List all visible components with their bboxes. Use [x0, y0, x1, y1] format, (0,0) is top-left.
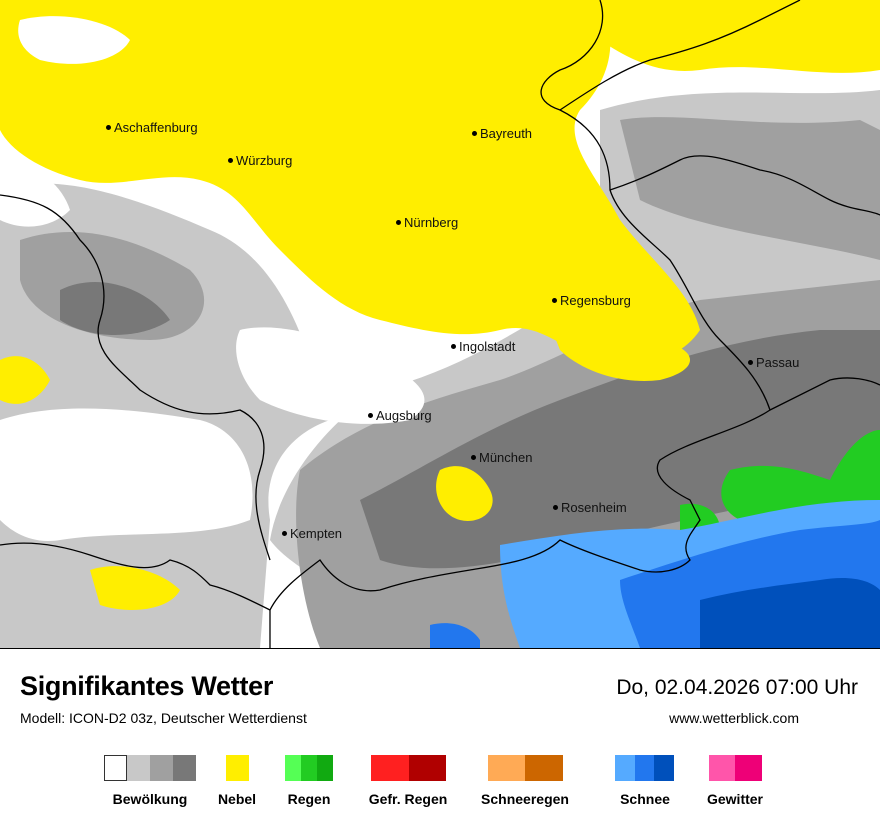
legend-swatch — [615, 755, 635, 781]
legend-swatches — [371, 755, 446, 781]
city-dot — [106, 125, 111, 131]
city-label: Regensburg — [552, 294, 631, 308]
city-label: Nürnberg — [396, 216, 458, 230]
city-dot — [552, 298, 557, 304]
legend-item-bewoelkung: Bewölkung — [104, 755, 196, 807]
legend-swatch — [173, 755, 196, 781]
legend-item-gewitter: Gewitter — [707, 755, 763, 807]
legend-swatches — [488, 755, 563, 781]
city-label: Rosenheim — [553, 501, 627, 515]
website-link[interactable]: www.wetterblick.com — [669, 710, 799, 726]
legend-swatch — [127, 755, 150, 781]
city-dot — [282, 531, 287, 537]
legend-swatch — [301, 755, 317, 781]
weather-map: Aschaffenburg Würzburg Bayreuth Nürnberg… — [0, 0, 880, 649]
city-label: Kempten — [282, 527, 342, 541]
legend-item-gefr-regen: Gefr. Regen — [369, 755, 447, 807]
forecast-datetime: Do, 02.04.2026 07:00 Uhr — [616, 676, 858, 699]
legend-label: Schneeregen — [481, 791, 569, 807]
legend-item-schnee: Schnee — [615, 755, 674, 807]
model-source: Modell: ICON-D2 03z, Deutscher Wetterdie… — [20, 710, 307, 726]
legend-swatch — [150, 755, 173, 781]
city-dot — [471, 455, 476, 461]
city-label: Ingolstadt — [451, 340, 515, 354]
city-dot — [451, 344, 456, 350]
legend-item-nebel: Nebel — [218, 755, 256, 807]
legend-swatch — [226, 755, 249, 781]
legend-swatches — [104, 755, 196, 781]
city-dot — [748, 360, 753, 366]
city-dot — [472, 131, 477, 137]
legend-swatch — [488, 755, 525, 781]
city-dot — [228, 158, 233, 164]
city-label: Augsburg — [368, 409, 432, 423]
legend-label: Gefr. Regen — [368, 791, 448, 807]
city-dot — [368, 413, 373, 419]
city-dot — [553, 505, 558, 511]
legend-swatches — [226, 755, 249, 781]
legend-swatch — [317, 755, 333, 781]
legend-swatch — [709, 755, 735, 781]
legend-swatch — [735, 755, 762, 781]
legend-swatch — [285, 755, 301, 781]
city-label: Bayreuth — [472, 127, 532, 141]
legend-item-regen: Regen — [285, 755, 333, 807]
legend-swatch — [371, 755, 409, 781]
map-title: Signifikantes Wetter — [20, 671, 274, 701]
legend-swatch — [525, 755, 563, 781]
city-label: Passau — [748, 356, 799, 370]
legend-swatches — [709, 755, 762, 781]
legend-label: Gewitter — [706, 791, 764, 807]
city-label: München — [471, 451, 532, 465]
city-label: Aschaffenburg — [106, 121, 198, 135]
legend-swatch — [654, 755, 674, 781]
city-dot — [396, 220, 401, 226]
legend-label: Bewölkung — [112, 791, 188, 807]
legend-item-schneeregen: Schneeregen — [481, 755, 569, 807]
legend-swatch — [409, 755, 446, 781]
legend-label: Schnee — [620, 791, 670, 807]
city-label: Würzburg — [228, 154, 292, 168]
weather-layer — [0, 0, 880, 648]
legend-label: Nebel — [217, 791, 257, 807]
legend-swatches — [615, 755, 674, 781]
legend-swatch — [104, 755, 127, 781]
legend-label: Regen — [287, 791, 331, 807]
map-footer: Signifikantes Wetter Modell: ICON-D2 03z… — [0, 649, 880, 830]
legend-swatches — [285, 755, 333, 781]
legend-swatch — [635, 755, 654, 781]
